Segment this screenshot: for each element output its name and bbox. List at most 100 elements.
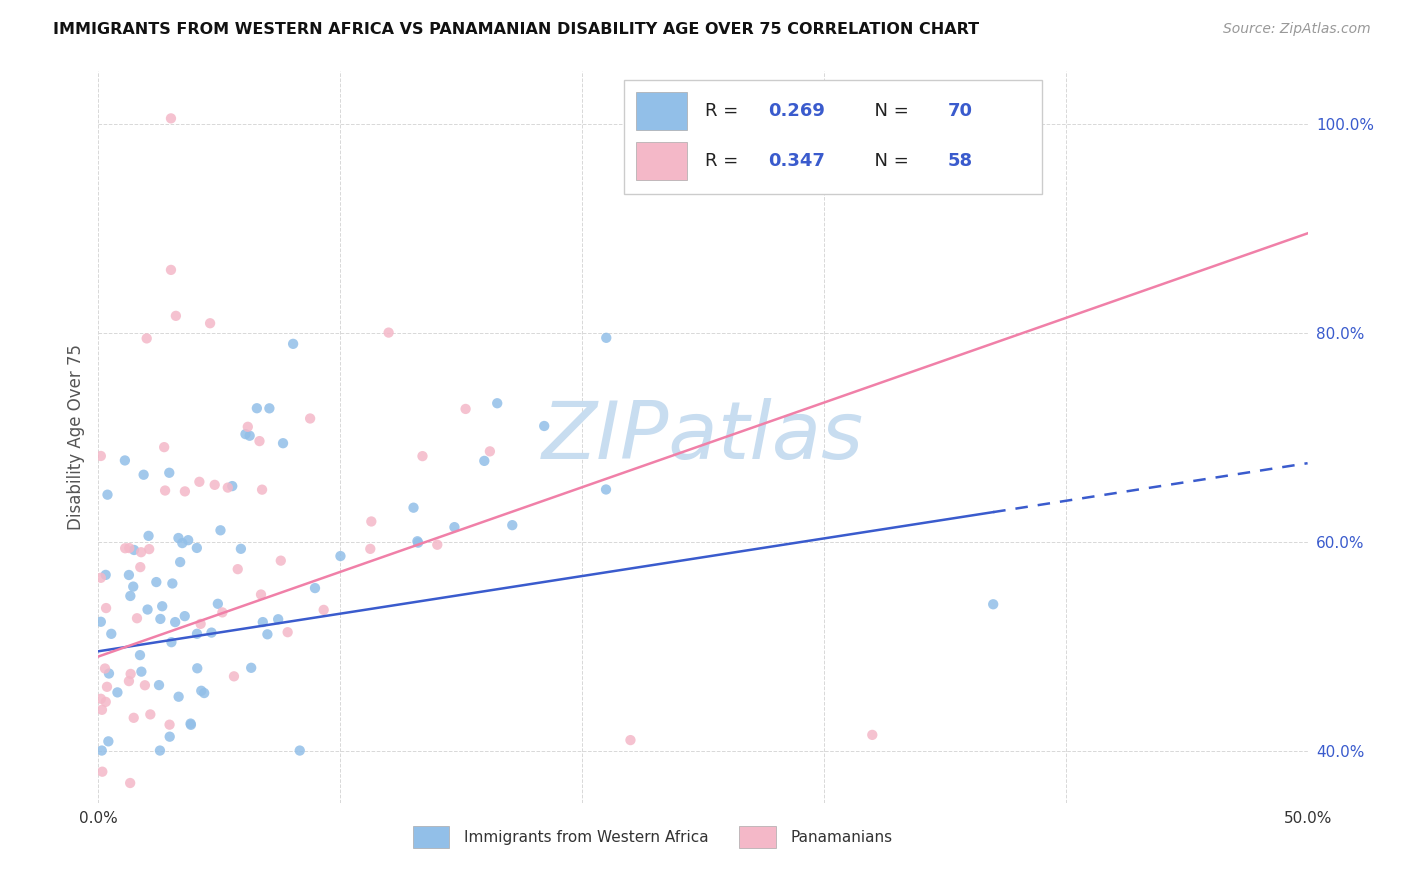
Y-axis label: Disability Age Over 75: Disability Age Over 75 (66, 344, 84, 530)
Point (256, 627, 278, 641)
Point (533, 419, 555, 434)
Point (595, 483, 617, 497)
Point (304, 581, 326, 595)
Point (120, 589, 142, 603)
Point (90, 743, 112, 757)
Point (472, 454, 495, 468)
Point (122, 711, 145, 725)
Point (91, 764, 114, 779)
Point (426, 538, 449, 552)
Point (160, 263, 183, 277)
Point (145, 575, 167, 590)
Point (125, 611, 148, 625)
Text: 58: 58 (948, 152, 973, 169)
Point (411, 449, 433, 463)
Point (159, 717, 181, 731)
Point (478, 444, 501, 458)
Point (217, 481, 239, 495)
Point (94, 661, 117, 675)
Point (281, 336, 304, 351)
Text: R =: R = (706, 152, 744, 169)
Text: ZIPatlas: ZIPatlas (541, 398, 865, 476)
FancyBboxPatch shape (637, 142, 688, 179)
Point (486, 396, 509, 410)
Point (150, 599, 173, 614)
Point (259, 401, 281, 416)
Point (118, 674, 141, 689)
Point (454, 401, 477, 416)
Point (174, 484, 197, 499)
Point (90, 449, 112, 463)
Point (235, 427, 257, 442)
Point (288, 743, 311, 757)
Point (114, 453, 136, 467)
Point (148, 678, 170, 692)
Point (229, 541, 252, 556)
Point (129, 648, 152, 662)
Point (360, 515, 382, 529)
Point (406, 534, 429, 549)
Text: Source: ZipAtlas.com: Source: ZipAtlas.com (1223, 22, 1371, 37)
Point (190, 616, 212, 631)
Point (162, 576, 184, 591)
FancyBboxPatch shape (740, 826, 776, 848)
Point (204, 478, 226, 492)
Point (132, 467, 155, 482)
Text: Immigrants from Western Africa: Immigrants from Western Africa (464, 830, 709, 845)
Point (157, 466, 180, 480)
Point (270, 554, 292, 568)
Point (167, 690, 190, 704)
Point (188, 475, 211, 489)
Point (139, 707, 162, 722)
Point (172, 536, 194, 550)
Point (129, 560, 152, 574)
Point (160, 635, 183, 649)
Point (180, 716, 202, 731)
Point (165, 615, 187, 629)
Point (159, 730, 181, 744)
Point (153, 440, 176, 454)
Point (114, 541, 136, 556)
Point (136, 602, 159, 616)
Point (118, 568, 141, 582)
Point (138, 542, 160, 557)
Point (249, 434, 271, 449)
Point (135, 331, 157, 345)
Point (186, 541, 208, 555)
Point (186, 661, 208, 675)
Point (90, 615, 112, 629)
Point (195, 830, 218, 845)
Point (226, 562, 249, 576)
Text: 0.347: 0.347 (768, 152, 825, 169)
Point (98, 666, 121, 681)
Point (267, 612, 290, 626)
Point (252, 615, 274, 629)
Point (501, 518, 523, 533)
Point (209, 524, 232, 538)
Text: IMMIGRANTS FROM WESTERN AFRICA VS PANAMANIAN DISABILITY AGE OVER 75 CORRELATION : IMMIGRANTS FROM WESTERN AFRICA VS PANAMA… (53, 22, 980, 37)
Point (120, 776, 142, 790)
Point (277, 625, 299, 640)
Point (211, 606, 233, 620)
FancyBboxPatch shape (624, 80, 1042, 194)
Point (186, 627, 208, 641)
Point (177, 533, 200, 548)
Point (149, 612, 172, 626)
Point (222, 669, 245, 683)
Point (173, 609, 195, 624)
Text: 70: 70 (948, 102, 973, 120)
Point (207, 597, 229, 611)
Point (981, 597, 1004, 611)
FancyBboxPatch shape (637, 92, 688, 130)
Point (120, 667, 142, 681)
Text: Panamanians: Panamanians (790, 830, 893, 845)
Point (200, 625, 222, 640)
Point (190, 683, 212, 698)
FancyBboxPatch shape (413, 826, 449, 848)
Point (239, 428, 262, 442)
Point (122, 580, 145, 594)
Point (165, 309, 187, 323)
Point (129, 545, 152, 559)
Point (90, 571, 112, 585)
Point (167, 531, 190, 545)
